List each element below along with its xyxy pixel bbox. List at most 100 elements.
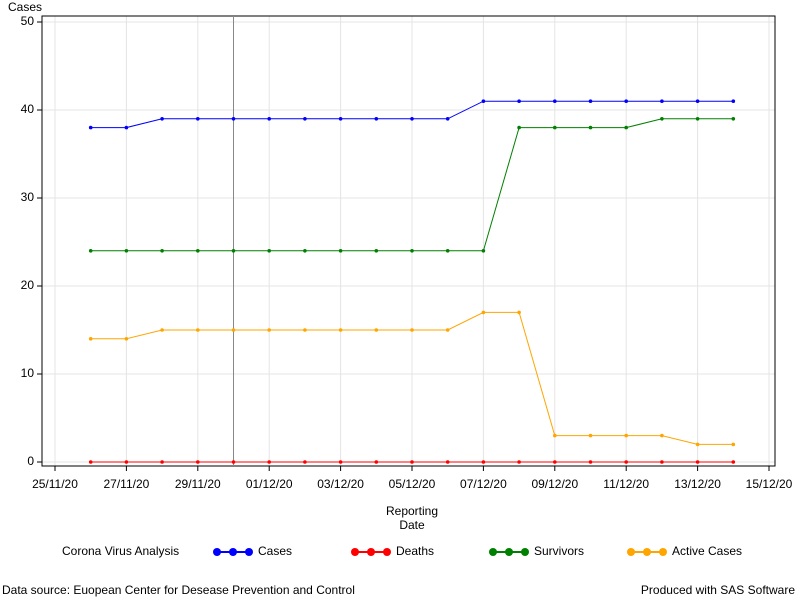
- y-axis-label: Cases: [8, 0, 42, 14]
- data-point: [196, 249, 200, 253]
- plot-frame: [41, 15, 776, 467]
- x-tick-label: 01/12/20: [246, 477, 293, 491]
- legend-marker: [213, 548, 221, 556]
- data-point: [303, 249, 307, 253]
- y-tick-label: 20: [21, 278, 35, 292]
- x-tick-label: 05/12/20: [389, 477, 436, 491]
- data-point: [517, 99, 521, 103]
- data-point: [374, 117, 379, 121]
- data-point: [588, 99, 593, 103]
- data-point: [196, 460, 200, 464]
- data-point: [338, 249, 343, 253]
- footnote: Produced with SAS Software: [641, 583, 795, 597]
- data-point: [731, 117, 736, 121]
- legend-label: Survivors: [534, 544, 584, 558]
- data-point: [160, 249, 164, 253]
- data-point: [410, 460, 414, 464]
- x-tick-label: 29/11/20: [175, 477, 221, 491]
- data-point: [267, 460, 272, 464]
- data-point: [231, 249, 236, 253]
- data-point: [374, 249, 379, 253]
- data-point: [731, 99, 736, 103]
- data-point: [124, 249, 129, 253]
- data-point: [88, 125, 93, 130]
- legend-label: Active Cases: [672, 544, 742, 558]
- legend-marker: [521, 548, 529, 556]
- data-point: [88, 460, 93, 464]
- x-tick-label: 11/12/20: [603, 477, 649, 491]
- plot-area: [42, 16, 775, 466]
- data-point: [267, 117, 272, 121]
- data-point: [445, 328, 450, 332]
- data-point: [445, 117, 450, 121]
- data-point: [88, 337, 93, 341]
- data-point: [624, 460, 628, 464]
- data-point: [588, 433, 593, 438]
- data-point: [410, 328, 414, 332]
- data-point: [588, 125, 593, 130]
- data-point: [303, 460, 307, 464]
- legend-marker: [643, 548, 651, 556]
- legend-label: Cases: [258, 544, 292, 558]
- data-point: [660, 460, 664, 464]
- data-point: [481, 460, 486, 464]
- data-point: [267, 328, 272, 332]
- legend-marker: [245, 548, 253, 556]
- data-point: [481, 249, 486, 253]
- data-point: [695, 117, 700, 121]
- footnote: Data source: Euopean Center for Desease …: [2, 583, 355, 597]
- data-point: [624, 433, 628, 438]
- data-point: [231, 460, 236, 464]
- data-point: [517, 310, 521, 315]
- data-point: [124, 337, 129, 341]
- x-tick-label: 15/12/20: [746, 477, 793, 491]
- data-point: [338, 117, 343, 121]
- data-point: [731, 460, 736, 464]
- legend-marker: [627, 548, 635, 556]
- x-tick-label: 13/12/20: [674, 477, 721, 491]
- data-point: [231, 328, 236, 332]
- data-point: [695, 442, 700, 447]
- data-point: [303, 328, 307, 332]
- data-point: [124, 125, 129, 130]
- data-point: [196, 117, 200, 121]
- data-point: [695, 99, 700, 103]
- legend-marker: [367, 548, 375, 556]
- legend-marker: [351, 548, 359, 556]
- y-tick-label: 50: [21, 14, 35, 28]
- data-point: [410, 249, 414, 253]
- legend-marker: [659, 548, 667, 556]
- data-point: [160, 328, 164, 332]
- y-tick-label: 30: [21, 190, 35, 204]
- data-point: [338, 328, 343, 332]
- x-tick-label: 03/12/20: [317, 477, 364, 491]
- legend-marker: [383, 548, 391, 556]
- data-point: [303, 117, 307, 121]
- data-point: [445, 460, 450, 464]
- data-point: [88, 249, 93, 253]
- x-axis-label: Reporting: [386, 504, 438, 518]
- data-point: [553, 460, 557, 464]
- legend-marker: [505, 548, 513, 556]
- data-point: [624, 125, 628, 130]
- data-point: [660, 99, 664, 103]
- data-point: [374, 460, 379, 464]
- data-point: [124, 460, 129, 464]
- y-tick-label: 0: [27, 454, 34, 468]
- data-point: [196, 328, 200, 332]
- data-point: [588, 460, 593, 464]
- data-point: [410, 117, 414, 121]
- data-point: [338, 460, 343, 464]
- data-point: [553, 99, 557, 103]
- x-tick-label: 27/11/20: [103, 477, 149, 491]
- data-point: [660, 433, 664, 438]
- x-tick-label: 09/12/20: [531, 477, 578, 491]
- data-point: [267, 249, 272, 253]
- data-point: [517, 125, 521, 130]
- data-point: [553, 125, 557, 130]
- data-point: [624, 99, 628, 103]
- legend-label: Deaths: [396, 544, 434, 558]
- y-tick-label: 10: [21, 366, 35, 380]
